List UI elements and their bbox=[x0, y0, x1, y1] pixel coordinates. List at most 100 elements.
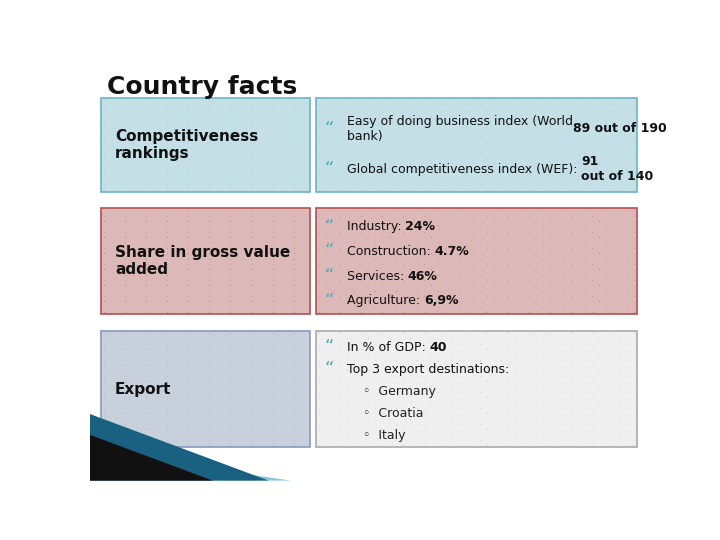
Point bbox=[327, 355, 338, 364]
Point bbox=[334, 329, 346, 338]
Point bbox=[495, 101, 507, 110]
Point bbox=[593, 112, 605, 120]
Point bbox=[140, 101, 152, 110]
Point bbox=[225, 393, 236, 401]
Point bbox=[523, 276, 535, 285]
Point bbox=[544, 211, 556, 220]
Point bbox=[439, 260, 451, 268]
Point bbox=[600, 254, 612, 263]
Point bbox=[481, 425, 492, 434]
Point bbox=[509, 430, 521, 439]
Point bbox=[355, 345, 366, 353]
Point bbox=[502, 425, 513, 434]
Point bbox=[544, 260, 556, 268]
Point bbox=[140, 308, 152, 316]
Point bbox=[607, 276, 618, 285]
Point bbox=[204, 148, 215, 157]
Point bbox=[614, 382, 626, 391]
Point bbox=[120, 180, 131, 188]
Point bbox=[467, 281, 479, 290]
Point bbox=[432, 420, 444, 428]
Point bbox=[502, 170, 513, 178]
Point bbox=[204, 122, 215, 131]
Point bbox=[383, 233, 395, 241]
Point bbox=[225, 425, 236, 434]
Point bbox=[246, 211, 257, 220]
Point bbox=[266, 308, 278, 316]
Point bbox=[565, 154, 577, 163]
Point bbox=[530, 265, 541, 274]
Point bbox=[446, 233, 458, 241]
Point bbox=[225, 388, 236, 396]
Point bbox=[266, 238, 278, 247]
Point bbox=[98, 233, 109, 241]
Text: 24%: 24% bbox=[405, 220, 436, 233]
Point bbox=[288, 308, 300, 316]
Point bbox=[182, 281, 194, 290]
Point bbox=[120, 414, 131, 423]
Point bbox=[140, 227, 152, 236]
Point bbox=[390, 420, 402, 428]
Point bbox=[369, 133, 381, 141]
Point bbox=[629, 377, 640, 386]
Point bbox=[404, 297, 415, 306]
Point bbox=[120, 170, 131, 178]
Point bbox=[120, 271, 131, 279]
Point bbox=[523, 308, 535, 316]
Point bbox=[362, 430, 374, 439]
Point bbox=[383, 265, 395, 274]
Point bbox=[565, 138, 577, 146]
Point bbox=[161, 154, 173, 163]
Point bbox=[439, 308, 451, 316]
Point bbox=[369, 117, 381, 125]
Point bbox=[266, 265, 278, 274]
Point bbox=[383, 175, 395, 184]
Point bbox=[246, 361, 257, 369]
Point bbox=[225, 211, 236, 220]
Point bbox=[98, 345, 109, 353]
Point bbox=[502, 409, 513, 417]
Point bbox=[98, 101, 109, 110]
Point bbox=[140, 106, 152, 115]
Point bbox=[558, 180, 570, 188]
Point bbox=[225, 308, 236, 316]
Point bbox=[369, 101, 381, 110]
Point bbox=[495, 372, 507, 380]
Point bbox=[246, 441, 257, 450]
Point bbox=[225, 409, 236, 417]
Point bbox=[383, 143, 395, 152]
Point bbox=[288, 164, 300, 173]
Point bbox=[182, 112, 194, 120]
Text: “: “ bbox=[324, 218, 334, 236]
Point bbox=[246, 222, 257, 231]
Point bbox=[341, 233, 353, 241]
Point bbox=[572, 96, 584, 104]
Point bbox=[600, 133, 612, 141]
Point bbox=[565, 227, 577, 236]
Point bbox=[516, 222, 528, 231]
Point bbox=[140, 382, 152, 391]
Point bbox=[572, 217, 584, 225]
Point bbox=[586, 122, 598, 131]
Point bbox=[288, 276, 300, 285]
Point bbox=[225, 159, 236, 167]
FancyBboxPatch shape bbox=[316, 208, 637, 314]
Point bbox=[523, 106, 535, 115]
Point bbox=[390, 206, 402, 214]
Point bbox=[288, 238, 300, 247]
Point bbox=[439, 170, 451, 178]
Point bbox=[348, 355, 359, 364]
Point bbox=[460, 260, 472, 268]
Point bbox=[439, 393, 451, 401]
Point bbox=[182, 101, 194, 110]
Point bbox=[161, 185, 173, 194]
Point bbox=[246, 164, 257, 173]
Point bbox=[182, 170, 194, 178]
Point bbox=[411, 420, 423, 428]
Point bbox=[120, 398, 131, 407]
Point bbox=[502, 308, 513, 316]
Point bbox=[509, 143, 521, 152]
Point bbox=[488, 143, 500, 152]
Point bbox=[182, 254, 194, 263]
Point bbox=[327, 302, 338, 311]
